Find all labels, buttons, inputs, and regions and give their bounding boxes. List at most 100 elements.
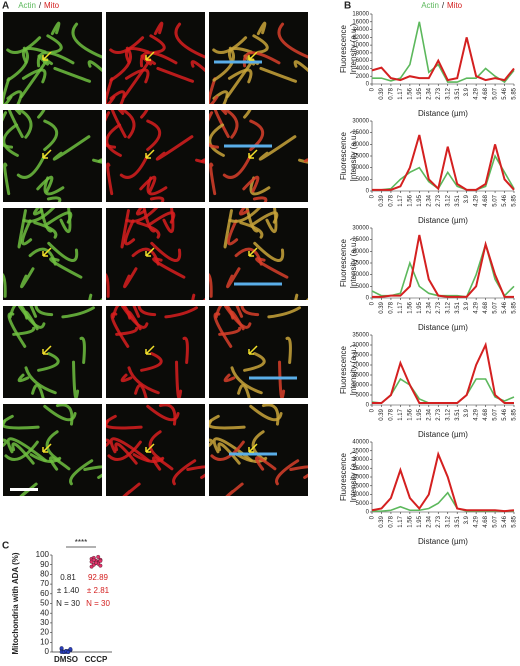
y-tick-label: 30000 [352,457,369,463]
x-tick-label: 0.78 [389,301,395,313]
structure [230,366,263,395]
structure [109,36,145,54]
structure [135,208,147,216]
panel-label: B [344,1,351,12]
x-tick-label: 4.68 [483,87,489,99]
structure [59,208,72,233]
structure [209,123,225,157]
structure [139,175,157,193]
arrow [42,345,52,355]
structure [139,51,178,68]
y-tick-label: 15000 [352,154,369,160]
dot [91,557,96,562]
arrow [145,149,155,159]
y-tick-label: 0 [45,647,50,656]
y-axis-label: Mitochondria with ADA (%) [11,552,20,654]
structure [214,306,235,319]
x-tick-label: 4.29 [474,87,480,99]
structure [137,306,157,317]
structure [158,404,177,426]
arrow [248,51,258,61]
x-tick-label: 5.85 [512,194,518,206]
y-tick-label: 14000 [352,27,369,33]
y-tick-label: 25000 [352,466,369,472]
structure [124,68,150,84]
micrograph-content [209,110,308,202]
x-tick-label: DMSO [54,655,78,664]
structure [209,111,220,149]
arrow [248,443,258,453]
structure [114,442,138,465]
structure [258,135,297,161]
structure [172,459,197,486]
structure [120,373,133,383]
structure [156,66,194,83]
structure [36,175,54,193]
x-tick-label: 1.56 [407,515,413,527]
x-tick-label: 1.17 [398,515,404,527]
structure [106,414,143,430]
structure [107,440,142,461]
y-tick-label: 0 [366,296,370,302]
y-tick-label: 15000 [352,261,369,267]
x-tick-label: 5.46 [502,87,508,99]
x-tick-label: 5.07 [493,87,499,99]
separator: / [39,1,42,10]
structure [17,373,30,383]
structure [174,22,205,59]
arrow [248,345,258,355]
structure [71,22,102,59]
stat-label: ± 1.40 [57,586,80,595]
x-tick-label: 2.73 [436,87,442,99]
structure [46,34,63,54]
structure [252,196,268,202]
y-tick-label: 0 [366,82,370,88]
arrow [145,247,155,257]
structure [106,123,122,157]
y-tick-label: 10000 [352,43,369,49]
structure [213,110,230,139]
y-tick-label: 2000 [356,74,370,80]
x-tick-label: 1.56 [407,408,413,420]
y-tick-label: 10000 [352,492,369,498]
y-tick-label: 15000 [352,373,369,379]
x-tick-label: 3.51 [455,515,461,527]
structure [222,110,239,139]
structure [253,241,285,262]
y-tick-label: 25000 [352,130,369,136]
micrograph-content [213,306,301,398]
structure [209,273,213,298]
x-tick-label: 1.95 [417,515,423,527]
x-tick-label: 0.78 [389,408,395,420]
y-tick-label: 100 [36,550,50,559]
structure [256,21,267,36]
structure [277,22,308,59]
structure [252,34,269,54]
structure [69,459,94,486]
y-tick-label: 20000 [352,249,369,255]
y-tick-label: 20000 [352,142,369,148]
structure [265,208,278,233]
scale-bar [10,488,38,491]
structure [50,21,61,36]
x-tick-label: 1.95 [417,194,423,206]
x-tick-label: 1.17 [398,301,404,313]
x-tick-label: 1.95 [417,408,423,420]
x-tick-label: CCCP [85,655,108,664]
stat-label: N = 30 [86,599,110,608]
structure [11,442,35,465]
structure [3,414,40,430]
dot [66,650,71,654]
x-tick-label: 4.68 [483,515,489,527]
y-tick-label: 40 [40,608,49,617]
y-tick-label: 10000 [352,272,369,278]
x-tick-label: 0.78 [389,515,395,527]
channel-label: Actin [421,1,439,10]
structure [267,306,301,319]
structure [24,366,57,395]
x-tick-label: 2.34 [426,194,432,206]
structure [106,273,110,298]
structure [20,267,35,289]
micrograph [3,12,102,104]
